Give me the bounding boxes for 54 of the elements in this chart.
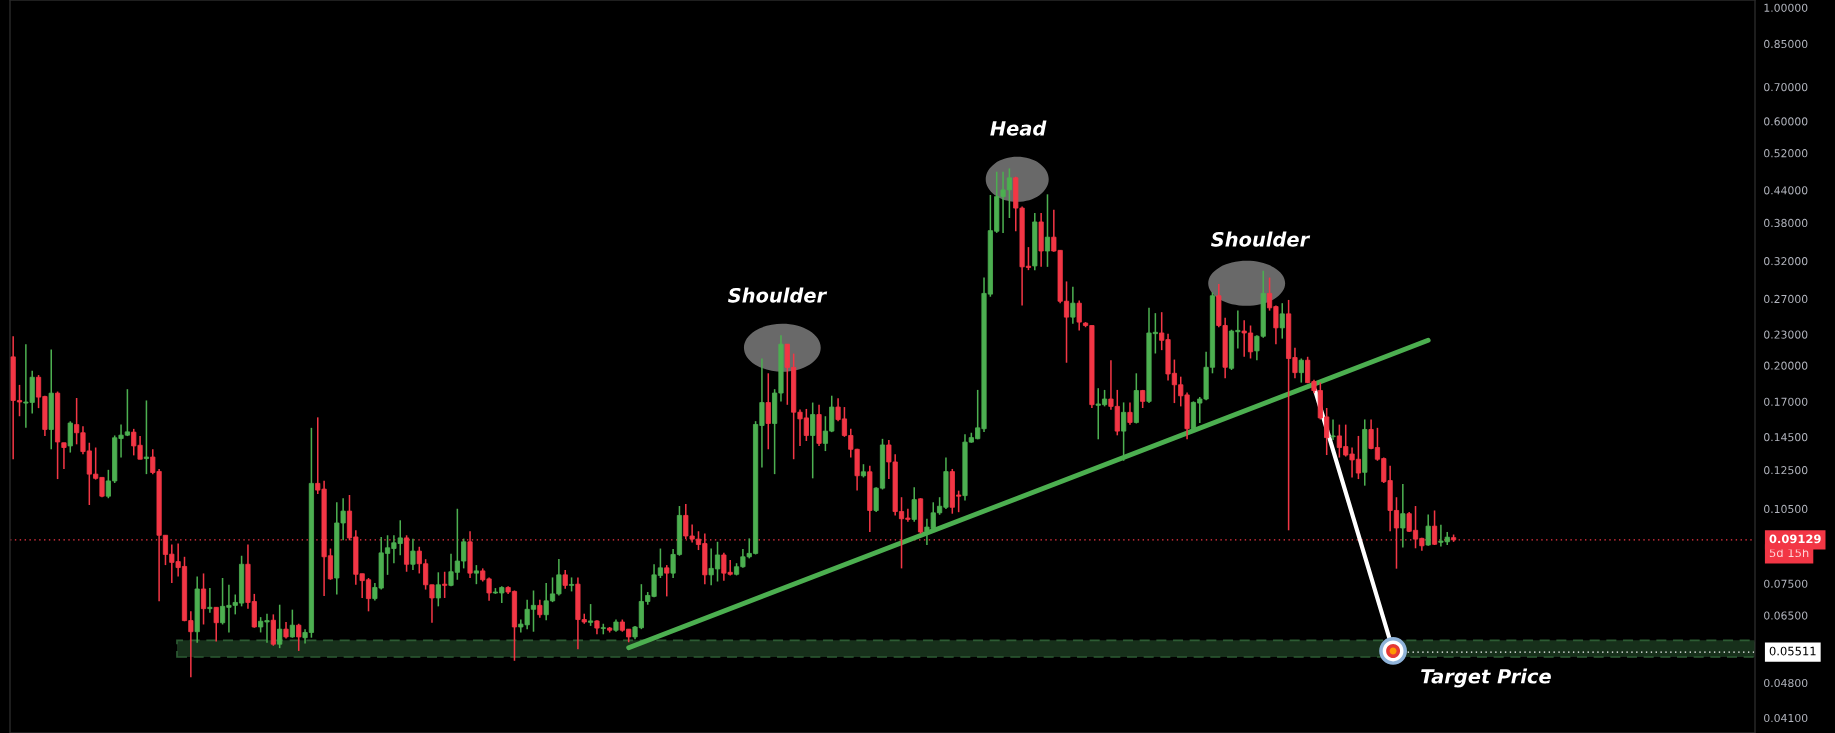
candlestick xyxy=(765,372,771,451)
candlestick xyxy=(1330,418,1336,441)
y-tick-label: 0.70000 xyxy=(1764,83,1808,92)
candlestick xyxy=(207,587,213,614)
candlestick xyxy=(270,613,276,647)
y-tick-label: 0.14500 xyxy=(1764,433,1808,442)
candlestick xyxy=(143,399,149,475)
candlestick xyxy=(410,537,416,571)
y-tick-label: 0.10500 xyxy=(1764,504,1808,514)
candlestick xyxy=(1400,483,1406,549)
candlestick xyxy=(442,570,448,599)
y-tick-label: 0.32000 xyxy=(1764,257,1808,266)
y-tick-label: 0.12500 xyxy=(1764,466,1808,475)
candlestick xyxy=(1431,509,1438,546)
candlestick xyxy=(664,564,670,598)
y-tick-label: 0.44000 xyxy=(1764,186,1808,195)
y-tick-label: 0.17000 xyxy=(1764,397,1808,406)
annotation: Shoulder xyxy=(728,287,828,303)
y-tick-label: 0.60000 xyxy=(1764,117,1808,126)
y-tick-label: 0.52000 xyxy=(1764,149,1808,158)
y-tick-label: 0.07500 xyxy=(1764,579,1808,588)
candlestick xyxy=(277,603,283,649)
candlestick xyxy=(1070,285,1076,325)
annotation: Head xyxy=(990,120,1047,136)
candlestick xyxy=(289,608,295,639)
y-tick-label: 1.00000 xyxy=(1764,3,1808,12)
candlestick xyxy=(1425,513,1431,547)
candlestick xyxy=(1298,357,1304,384)
ref-line-label: 0.09129 xyxy=(1769,534,1821,544)
y-tick-label: 0.38000 xyxy=(1764,218,1808,228)
ref-line-label: 0.05511 xyxy=(1769,646,1816,656)
candlestick xyxy=(1127,401,1133,426)
y-tick-label: 0.27000 xyxy=(1764,294,1808,304)
y-tick-label: 0.06500 xyxy=(1764,611,1808,620)
y-tick-label: 0.85000 xyxy=(1764,39,1808,49)
y-tick-label: 0.23000 xyxy=(1764,330,1808,339)
candlestick xyxy=(296,622,302,652)
candlestick xyxy=(200,572,207,626)
candlestick xyxy=(911,486,917,523)
candlestick xyxy=(1044,193,1051,268)
y-tick-label: 0.04100 xyxy=(1764,713,1808,723)
candlestick xyxy=(1121,401,1127,462)
candlestick xyxy=(562,569,568,590)
annotation: Shoulder xyxy=(1211,231,1311,247)
candlestick xyxy=(473,564,479,585)
candlestick xyxy=(213,606,219,643)
candlestick xyxy=(810,401,816,480)
y-tick-label: 0.04800 xyxy=(1764,678,1808,688)
annotation: Target Price xyxy=(1421,668,1551,688)
candlestick xyxy=(435,571,441,608)
y-tick-label: 0.20000 xyxy=(1764,361,1808,370)
candlestick xyxy=(1279,302,1285,340)
candlestick xyxy=(67,420,73,454)
candlestick xyxy=(588,603,594,627)
